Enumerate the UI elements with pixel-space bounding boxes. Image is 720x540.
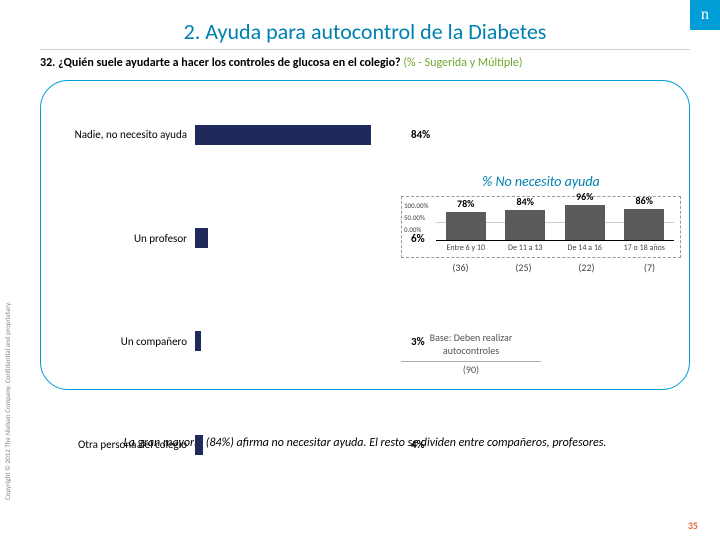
sub-xlabel: De 14 a 16 [555,243,615,253]
sub-bar-wrap: 96% [555,190,615,240]
hbar-bar [195,228,208,248]
sub-ytick: 50.00% [404,213,429,225]
hbar-value: 4% [411,438,425,451]
sub-bar-value: 78% [457,197,474,210]
sub-counts: (36)(25)(22)(7) [429,261,681,274]
sub-count: (25) [492,261,555,274]
hbar-row: Otra persona del colegio 4% [55,421,675,469]
base-note: Base: Deben realizar autocontroles [401,331,541,362]
sub-ytick: 100.00% [404,201,429,213]
sub-x-axis: Entre 6 y 10De 11 a 13De 14 a 1617 o 18 … [436,243,674,253]
sub-bar [565,205,605,240]
sub-bars: 78%84%96%86% [436,203,674,241]
sub-bar-wrap: 84% [496,195,556,240]
sub-bar-wrap: 86% [615,194,675,240]
sub-bar [505,210,545,240]
sub-bar-value: 86% [636,194,653,207]
brand-logo: n [690,0,720,30]
hbar-value: 84% [411,128,430,141]
page-number: 35 [688,519,698,532]
sub-chart-title: % No necesito ayuda [401,173,681,190]
slide: n 2. Ayuda para autocontrol de la Diabet… [0,0,720,540]
hbar-bar [195,125,371,145]
slide-title: 2. Ayuda para autocontrol de la Diabetes [40,18,690,50]
sub-y-axis: 100.00% 50.00% 0.00% [404,201,429,237]
sub-chart: % No necesito ayuda 100.00% 50.00% 0.00%… [401,173,681,274]
hbar-track [195,125,405,145]
hbar-track [195,435,405,455]
chart-frame: Nadie, no necesito ayuda84%Un profesor6%… [40,80,690,390]
hbar-label: Un profesor [55,232,195,245]
base-n: (90) [401,363,541,376]
hbar-bar [195,331,201,351]
sub-bar [624,209,664,240]
sub-xlabel: De 11 a 13 [496,243,556,253]
sub-xlabel: Entre 6 y 10 [436,243,496,253]
hbar-label: Nadie, no necesito ayuda [55,128,195,141]
sub-chart-body: 100.00% 50.00% 0.00% 78%84%96%86% Entre … [401,196,681,258]
sub-xlabel: 17 o 18 años [615,243,675,253]
copyright: Copyright © 2012 The Nielsen Company. Co… [3,301,12,500]
sub-count: (36) [429,261,492,274]
hbar-label: Un compañero [55,335,195,348]
hbar-row: Nadie, no necesito ayuda 84% [55,111,675,159]
sub-bar-wrap: 78% [436,197,496,240]
question-line: 32. ¿Quién suele ayudarte a hacer los co… [40,56,690,70]
hbar-label: Otra persona del colegio [55,438,195,451]
sub-bar [446,212,486,240]
question-text: ¿Quién suele ayudarte a hacer los contro… [58,56,401,70]
question-hint: (% - Sugerida y Múltiple) [403,56,522,70]
sub-ytick: 0.00% [404,225,429,237]
question-number: 32. [40,56,55,70]
hbar-bar [195,435,203,455]
hbar-row: Un compañero3% [55,318,675,366]
sub-bar-value: 84% [517,195,534,208]
hbar-track [195,331,405,351]
hbar-track [195,228,405,248]
sub-count: (7) [618,261,681,274]
sub-count: (22) [555,261,618,274]
sub-bar-value: 96% [576,190,593,203]
